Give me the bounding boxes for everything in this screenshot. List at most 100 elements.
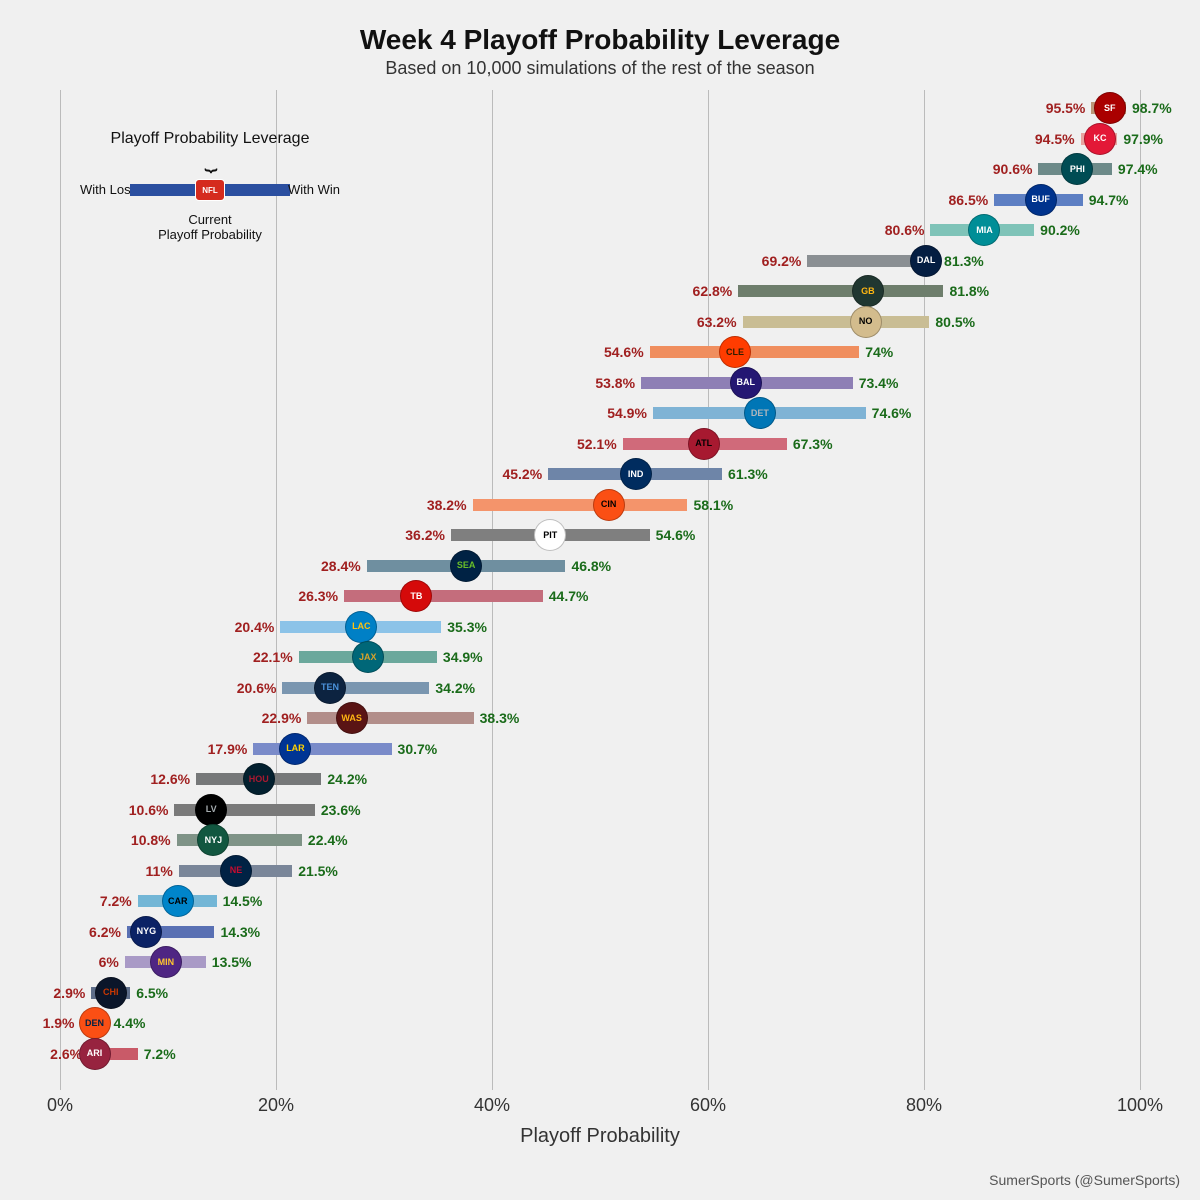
win-value: 13.5% <box>206 954 252 970</box>
team-logo: DAL <box>910 245 942 277</box>
legend-logo: NFL <box>195 179 225 201</box>
win-value: 90.2% <box>1034 222 1080 238</box>
grid-line <box>924 90 925 1090</box>
loss-value: 63.2% <box>697 314 743 330</box>
x-tick-label: 0% <box>47 1095 73 1116</box>
x-tick-label: 80% <box>906 1095 942 1116</box>
legend-current-label: CurrentPlayoff Probability <box>80 212 340 242</box>
team-logo: MIN <box>150 946 182 978</box>
loss-value: 20.6% <box>237 680 283 696</box>
loss-value: 94.5% <box>1035 131 1081 147</box>
team-logo: NO <box>850 306 882 338</box>
win-value: 34.2% <box>429 680 475 696</box>
win-value: 30.7% <box>392 741 438 757</box>
team-logo: WAS <box>336 702 368 734</box>
loss-value: 52.1% <box>577 436 623 452</box>
leverage-bar <box>307 712 473 724</box>
loss-value: 6.2% <box>89 924 127 940</box>
loss-value: 1.9% <box>43 1015 81 1031</box>
team-logo: CLE <box>719 336 751 368</box>
team-logo: CAR <box>162 885 194 917</box>
team-logo: IND <box>620 458 652 490</box>
legend: Playoff Probability Leverage ⏟ With Loss… <box>80 130 340 250</box>
loss-value: 54.6% <box>604 344 650 360</box>
team-logo: TEN <box>314 672 346 704</box>
loss-value: 10.8% <box>131 832 177 848</box>
win-value: 34.9% <box>437 649 483 665</box>
team-logo: TB <box>400 580 432 612</box>
loss-value: 36.2% <box>405 527 451 543</box>
loss-value: 80.6% <box>885 222 931 238</box>
win-value: 23.6% <box>315 802 361 818</box>
win-value: 97.9% <box>1117 131 1163 147</box>
win-value: 7.2% <box>138 1046 176 1062</box>
team-logo: MIA <box>968 214 1000 246</box>
team-logo: NYG <box>130 916 162 948</box>
loss-value: 95.5% <box>1046 100 1092 116</box>
x-tick-label: 100% <box>1117 1095 1163 1116</box>
win-value: 98.7% <box>1126 100 1172 116</box>
leverage-bar <box>473 499 688 511</box>
win-value: 54.6% <box>650 527 696 543</box>
loss-value: 10.6% <box>129 802 175 818</box>
win-value: 81.3% <box>938 253 984 269</box>
loss-value: 69.2% <box>762 253 808 269</box>
team-logo: LV <box>195 794 227 826</box>
loss-value: 22.9% <box>262 710 308 726</box>
team-logo: GB <box>852 275 884 307</box>
team-logo: HOU <box>243 763 275 795</box>
leverage-bar <box>282 682 429 694</box>
team-logo: PHI <box>1061 153 1093 185</box>
win-value: 74.6% <box>866 405 912 421</box>
legend-bar-row: With Loss NFL With Win <box>80 170 340 210</box>
win-value: 80.5% <box>929 314 975 330</box>
x-tick-label: 60% <box>690 1095 726 1116</box>
loss-value: 38.2% <box>427 497 473 513</box>
loss-value: 45.2% <box>502 466 548 482</box>
team-logo: DET <box>744 397 776 429</box>
leverage-bar <box>177 834 302 846</box>
legend-brace: ⏟ <box>80 154 340 164</box>
team-logo: KC <box>1084 123 1116 155</box>
team-logo: SF <box>1094 92 1126 124</box>
grid-line <box>708 90 709 1090</box>
credit-text: SumerSports (@SumerSports) <box>989 1172 1180 1188</box>
win-value: 58.1% <box>687 497 733 513</box>
loss-value: 86.5% <box>948 192 994 208</box>
win-value: 44.7% <box>543 588 589 604</box>
win-value: 24.2% <box>321 771 367 787</box>
win-value: 46.8% <box>565 558 611 574</box>
loss-value: 22.1% <box>253 649 299 665</box>
win-value: 38.3% <box>474 710 520 726</box>
team-logo: BUF <box>1025 184 1057 216</box>
loss-value: 28.4% <box>321 558 367 574</box>
team-logo: ARI <box>79 1038 111 1070</box>
win-value: 81.8% <box>943 283 989 299</box>
legend-loss-label: With Loss <box>80 182 137 197</box>
legend-win-label: With Win <box>288 182 340 197</box>
team-logo: JAX <box>352 641 384 673</box>
win-value: 61.3% <box>722 466 768 482</box>
team-logo: DEN <box>79 1007 111 1039</box>
leverage-bar <box>344 590 543 602</box>
x-tick-label: 20% <box>258 1095 294 1116</box>
team-logo: PIT <box>534 519 566 551</box>
loss-value: 2.9% <box>53 985 91 1001</box>
loss-value: 11% <box>146 863 179 879</box>
win-value: 74% <box>859 344 893 360</box>
loss-value: 17.9% <box>208 741 254 757</box>
win-value: 67.3% <box>787 436 833 452</box>
win-value: 6.5% <box>130 985 168 1001</box>
team-logo: CHI <box>95 977 127 1009</box>
x-tick-label: 40% <box>474 1095 510 1116</box>
team-logo: BAL <box>730 367 762 399</box>
loss-value: 12.6% <box>150 771 196 787</box>
leverage-bar <box>253 743 391 755</box>
loss-value: 53.8% <box>595 375 641 391</box>
team-logo: NE <box>220 855 252 887</box>
loss-value: 7.2% <box>100 893 138 909</box>
chart-title: Week 4 Playoff Probability Leverage <box>0 24 1200 56</box>
win-value: 35.3% <box>441 619 487 635</box>
win-value: 97.4% <box>1112 161 1158 177</box>
win-value: 14.3% <box>214 924 260 940</box>
